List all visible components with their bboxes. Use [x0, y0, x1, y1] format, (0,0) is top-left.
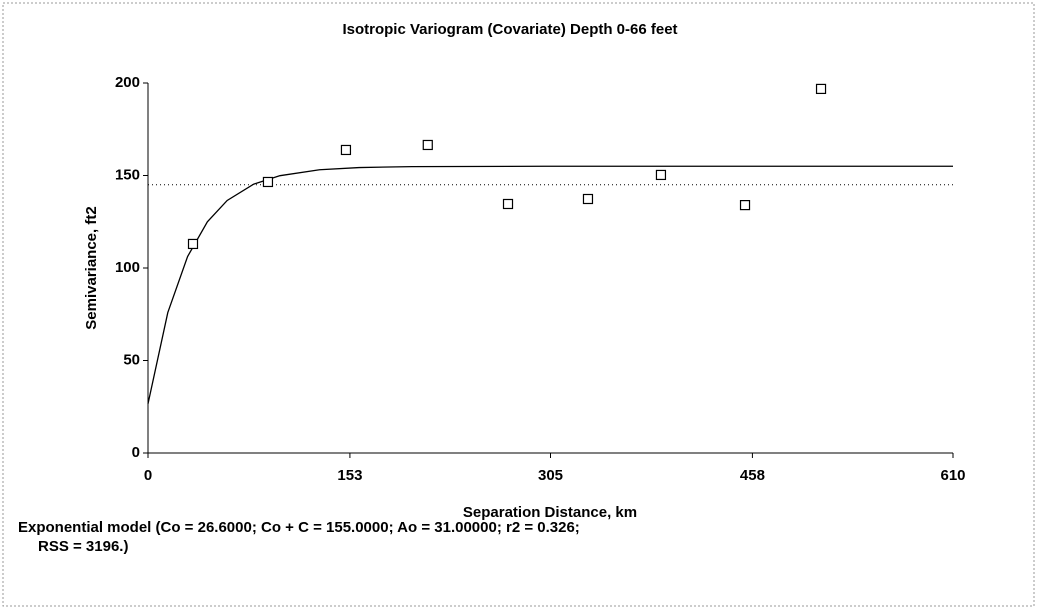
y-tick-label: 150: [115, 166, 140, 183]
point: [187, 238, 199, 250]
y-tick-label: 100: [115, 259, 140, 276]
point: [655, 169, 667, 181]
point: [582, 193, 594, 205]
y-tick-label: 50: [123, 351, 140, 368]
x-axis-label: Separation Distance, km: [463, 504, 637, 521]
model-curve: [147, 165, 953, 404]
chart-title: Isotropic Variogram (Covariate) Depth 0-…: [342, 21, 677, 38]
x-tick-label: 305: [538, 467, 563, 484]
point: [739, 200, 751, 211]
x-tick-label: 153: [337, 467, 362, 484]
y-tick-label: 0: [132, 444, 140, 461]
point: [422, 139, 433, 151]
x-tick-label: 458: [740, 467, 765, 484]
point: [815, 83, 827, 95]
point: [502, 198, 514, 210]
x-tick-label: 610: [940, 467, 965, 484]
footer-line: Exponential model (Co = 26.6000; Co + C …: [18, 519, 580, 536]
footer-line: RSS = 3196.): [38, 538, 128, 555]
x-tick-label: 0: [144, 467, 152, 484]
y-tick-label: 200: [115, 74, 140, 91]
y-axis-label: Semivariance, ft2: [83, 206, 100, 329]
point: [340, 144, 352, 156]
point: [262, 176, 274, 188]
